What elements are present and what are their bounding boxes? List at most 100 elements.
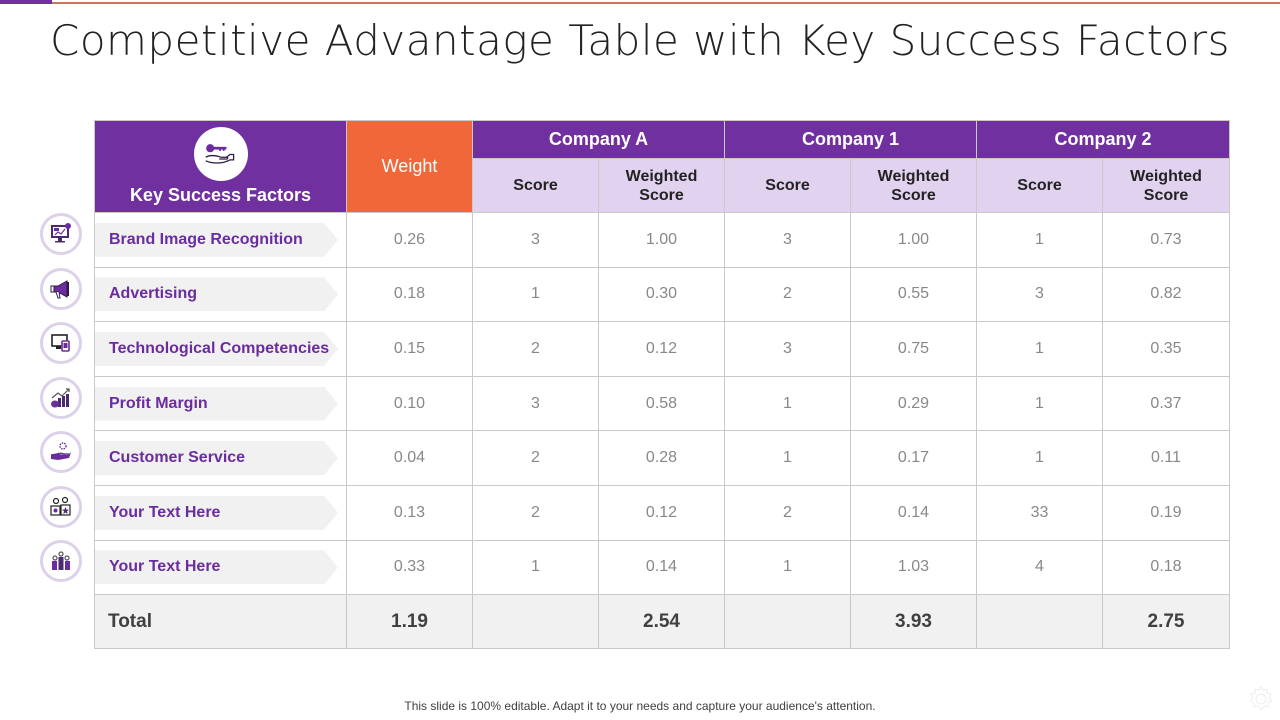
company-1-weighted-cell: 0.75 [850,321,977,377]
company-1-weighted-cell: 0.14 [850,484,977,541]
top-divider-line [52,2,1280,4]
company-a-weighted-cell: 0.30 [598,266,725,323]
growth-chart-coins-icon [40,377,82,419]
company-2-score-cell: 4 [976,539,1103,596]
table-row: Advertising 0.18 1 0.30 2 0.55 3 0.82 [94,266,1230,323]
key-in-hand-icon [193,127,248,181]
company-2-score-header: Score [976,158,1103,213]
company-2-weighted-cell: 0.37 [1102,375,1230,432]
weight-header: Weight [346,120,473,213]
company-a-weighted-cell: 0.12 [598,484,725,541]
company-a-header: Company A [472,120,725,159]
weight-cell: 0.15 [346,321,473,377]
company-1-score-cell: 1 [724,539,851,596]
weight-cell: 0.04 [346,430,473,486]
company-a-weighted-cell: 0.14 [598,539,725,596]
factor-label: Your Text Here [95,495,338,530]
weight-cell: 0.13 [346,484,473,541]
company-1-score-cell: 1 [724,375,851,432]
ksf-header: Key Success Factors [94,120,347,213]
table-row: Customer Service 0.04 2 0.28 1 0.17 1 0.… [94,430,1230,486]
company-a-weighted-cell: 1.00 [598,212,725,268]
factor-cell: Brand Image Recognition [94,212,347,268]
weight-cell: 0.33 [346,539,473,596]
company-1-header: Company 1 [724,120,977,159]
company-a-weighted-score-header: Weighted Score [598,158,725,213]
factor-label: Your Text Here [95,550,338,585]
company-2-weighted-cell: 0.11 [1102,430,1230,486]
factor-label: Customer Service [95,441,338,476]
company-a-weighted-cell: 0.58 [598,375,725,432]
company-1-score-cell: 2 [724,484,851,541]
users-rating-icon [40,486,82,528]
weight-cell: 0.26 [346,212,473,268]
competitive-advantage-table: Key Success Factors Weight Company A Com… [94,120,1230,650]
footer-note: This slide is 100% editable. Adapt it to… [404,699,876,713]
total-company-2-score-cell [976,594,1103,650]
company-2-score-cell: 1 [976,212,1103,268]
company-2-weighted-cell: 0.19 [1102,484,1230,541]
company-2-header: Company 2 [976,120,1230,159]
company-a-score-cell: 3 [472,212,599,268]
company-1-weighted-cell: 0.17 [850,430,977,486]
company-1-weighted-cell: 1.03 [850,539,977,596]
table-row: Brand Image Recognition 0.26 3 1.00 3 1.… [94,212,1230,268]
factor-label: Advertising [95,277,338,312]
hand-service-gear-icon [40,431,82,473]
ksf-header-label: Key Success Factors [129,185,312,205]
company-2-score-cell: 1 [976,375,1103,432]
company-1-score-cell: 1 [724,430,851,486]
factor-cell: Advertising [94,266,347,323]
gear-watermark-icon [1249,686,1273,711]
company-2-score-cell: 1 [976,321,1103,377]
total-row: Total 1.19 2.54 3.93 2.75 [94,594,1230,650]
company-a-score-header: Score [472,158,599,213]
company-a-score-cell: 2 [472,430,599,486]
table-row: Your Text Here 0.33 1 0.14 1 1.03 4 0.18 [94,539,1230,596]
factor-label: Brand Image Recognition [95,222,338,257]
factor-label: Profit Margin [95,386,338,421]
table-row: Technological Competencies 0.15 2 0.12 3… [94,321,1230,377]
total-company-2-weighted-cell: 2.75 [1102,594,1230,650]
company-2-score-cell: 33 [976,484,1103,541]
total-label: Total [94,594,347,650]
company-1-weighted-cell: 1.00 [850,212,977,268]
table-row: Your Text Here 0.13 2 0.12 2 0.14 33 0.1… [94,484,1230,541]
company-2-score-cell: 1 [976,430,1103,486]
factor-cell: Customer Service [94,430,347,486]
company-2-weighted-cell: 0.35 [1102,321,1230,377]
company-1-score-cell: 3 [724,321,851,377]
factor-cell: Profit Margin [94,375,347,432]
company-2-weighted-score-header: Weighted Score [1102,158,1230,213]
company-a-weighted-cell: 0.28 [598,430,725,486]
company-1-weighted-cell: 0.29 [850,375,977,432]
company-1-weighted-score-header: Weighted Score [850,158,977,213]
company-a-weighted-cell: 0.12 [598,321,725,377]
company-a-score-cell: 2 [472,321,599,377]
total-company-1-weighted-cell: 3.93 [850,594,977,650]
factor-cell: Your Text Here [94,484,347,541]
weight-cell: 0.18 [346,266,473,323]
company-2-weighted-cell: 0.73 [1102,212,1230,268]
total-weight-cell: 1.19 [346,594,473,650]
factor-label: Technological Competencies [95,331,338,366]
top-accent-bar [0,0,52,4]
company-2-weighted-cell: 0.18 [1102,539,1230,596]
company-2-score-cell: 3 [976,266,1103,323]
company-a-score-cell: 2 [472,484,599,541]
megaphone-icon [40,268,82,310]
total-company-1-score-cell [724,594,851,650]
company-1-score-cell: 2 [724,266,851,323]
slide-title: Competitive Advantage Table with Key Suc… [50,16,1230,65]
devices-icon [40,322,82,364]
company-a-score-cell: 1 [472,539,599,596]
company-a-score-cell: 3 [472,375,599,432]
company-2-weighted-cell: 0.82 [1102,266,1230,323]
weight-cell: 0.10 [346,375,473,432]
company-1-weighted-cell: 0.55 [850,266,977,323]
factor-cell: Technological Competencies [94,321,347,377]
total-company-a-score-cell [472,594,599,650]
company-1-score-header: Score [724,158,851,213]
company-a-score-cell: 1 [472,266,599,323]
factor-cell: Your Text Here [94,539,347,596]
